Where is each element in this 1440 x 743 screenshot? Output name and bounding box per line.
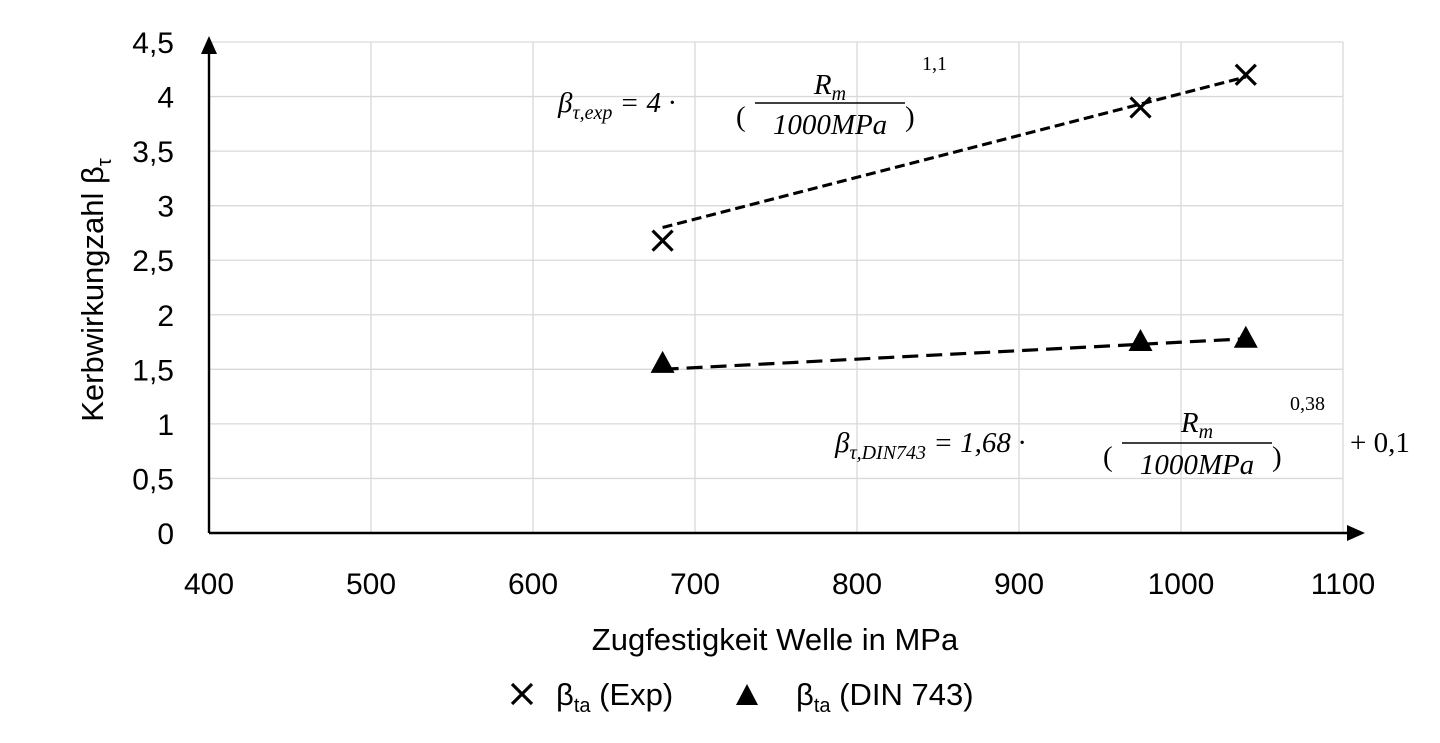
- trendlines: [662, 75, 1247, 371]
- formula-din-exponent: 0,38: [1290, 393, 1325, 415]
- y-axis-label-main: Kerbwirkungzahl β: [75, 166, 110, 422]
- formula-din-equals: = 1,68 ·: [926, 427, 1025, 459]
- y-axis-arrow: [201, 36, 217, 54]
- y-tick-label: 2,5: [132, 245, 174, 278]
- formula-din-denominator: 1000MPa: [1140, 449, 1254, 481]
- formula-exp-exponent: 1,1: [922, 53, 947, 75]
- y-axis-label: Kerbwirkungzahl βτ: [75, 158, 116, 422]
- data-points: [650, 63, 1258, 373]
- legend-entry-exp: βta (Exp): [556, 677, 673, 717]
- grid: [209, 41, 1344, 533]
- formula-din-tail: + 0,1: [1350, 427, 1410, 459]
- point-exp-stroke: [1234, 63, 1257, 86]
- formula-din-numerator: R: [1180, 407, 1199, 439]
- point-exp-stroke: [1129, 96, 1152, 119]
- svg-text:Rm: Rm: [1180, 407, 1213, 443]
- x-tick-label: 500: [346, 568, 396, 601]
- legend-din-suffix: (DIN 743): [831, 677, 974, 712]
- y-tick-label: 1,5: [132, 354, 174, 387]
- y-tick-label: 2: [157, 300, 174, 333]
- svg-text:βτ,DIN743 = 1,68 ·: βτ,DIN743 = 1,68 ·: [834, 427, 1025, 464]
- x-axis-label: Zugfestigkeit Welle in MPa: [592, 622, 959, 657]
- formula-exp: βτ,exp = 4 · ( Rm 1000MPa ) 1,1: [557, 53, 947, 141]
- y-tick-label: 3: [157, 191, 174, 224]
- legend-exp-subscript: ta: [574, 695, 592, 717]
- y-tick-labels: 0 0,5 1 1,5 2 2,5 3 3,5 4 4,5: [132, 27, 174, 551]
- legend-exp-name: β: [556, 677, 574, 712]
- formula-exp-numerator: R: [813, 69, 832, 101]
- svg-text:Rm: Rm: [813, 69, 846, 105]
- formula-exp-numerator-sub: m: [832, 83, 846, 105]
- y-tick-label: 4,5: [132, 27, 174, 60]
- formula-din-lhs-sub: τ,DIN743: [849, 442, 926, 464]
- formula-din-paren-left: (: [1103, 441, 1113, 473]
- legend-din-subscript: ta: [814, 695, 832, 717]
- formula-exp-equals: = 4 ·: [612, 87, 675, 119]
- y-tick-label: 0,5: [132, 463, 174, 496]
- legend-din-name: β: [796, 677, 814, 712]
- trendline-exp: [662, 75, 1247, 230]
- formula-exp-lhs-sub: τ,exp: [572, 102, 612, 124]
- formula-exp-paren-right: ): [905, 101, 915, 133]
- x-tick-label: 700: [670, 568, 720, 601]
- x-tick-label: 800: [832, 568, 882, 601]
- x-tick-label: 1000: [1148, 568, 1215, 601]
- formula-din-numerator-sub: m: [1199, 421, 1213, 443]
- y-tick-label: 1: [157, 409, 174, 442]
- formula-exp-paren-left: (: [736, 101, 746, 133]
- legend-marker-din: [736, 684, 758, 705]
- y-tick-label: 3,5: [132, 136, 174, 169]
- point-din: [1128, 329, 1153, 352]
- legend-entry-din: βta (DIN 743): [796, 677, 974, 717]
- y-tick-label: 4: [157, 82, 174, 115]
- formula-din-lhs: β: [834, 427, 850, 459]
- formula-din: βτ,DIN743 = 1,68 · ( Rm 1000MPa ) 0,38 +…: [834, 393, 1410, 481]
- x-tick-label: 900: [994, 568, 1044, 601]
- x-tick-label: 600: [508, 568, 558, 601]
- trendline-din: [662, 337, 1246, 371]
- y-axis-label-subscript: τ: [94, 158, 116, 166]
- point-exp: [1129, 96, 1152, 119]
- x-tick-label: 1100: [1311, 568, 1376, 601]
- formula-exp-denominator: 1000MPa: [773, 109, 887, 141]
- x-tick-label: 400: [184, 568, 234, 601]
- legend-marker-exp: [510, 682, 534, 706]
- formula-exp-lhs: β: [557, 87, 573, 119]
- x-tick-labels: 400 500 600 700 800 900 1000 1100: [184, 568, 1375, 601]
- legend: βta (Exp) βta (DIN 743): [510, 677, 974, 717]
- formula-din-paren-right: ): [1272, 441, 1282, 473]
- legend-exp-suffix: (Exp): [591, 677, 674, 712]
- y-tick-label: 0: [157, 518, 174, 551]
- point-exp: [1234, 63, 1257, 86]
- point-din: [1233, 325, 1258, 348]
- point-din: [650, 350, 675, 373]
- svg-text:βτ,exp = 4 ·: βτ,exp = 4 ·: [557, 87, 675, 124]
- x-axis-arrow: [1347, 525, 1365, 541]
- point-exp-stroke: [651, 229, 674, 252]
- point-exp: [651, 229, 674, 252]
- axes: [201, 36, 1365, 541]
